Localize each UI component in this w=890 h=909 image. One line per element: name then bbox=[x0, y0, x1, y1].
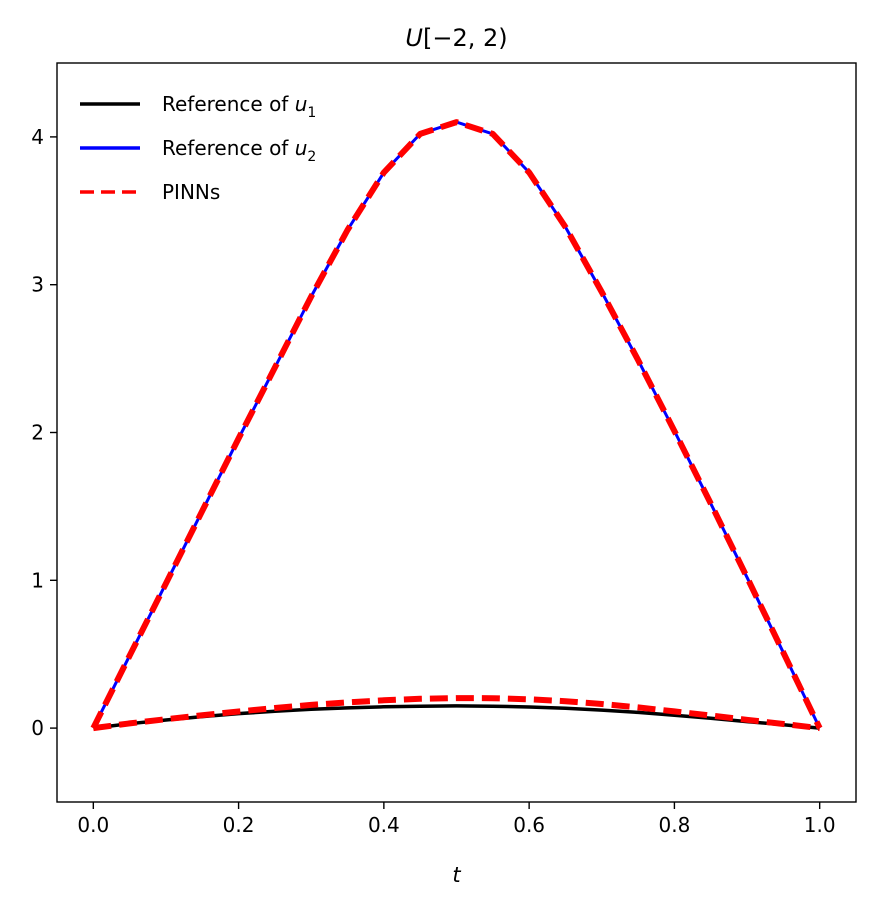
x-axis: 0.0 0.2 0.4 0.6 0.8 1.0 bbox=[77, 802, 836, 837]
y-tick-label: 4 bbox=[31, 125, 44, 149]
x-axis-label: t bbox=[452, 863, 461, 887]
plot-frame bbox=[56, 62, 857, 803]
x-tick-label: 0.0 bbox=[77, 813, 109, 837]
x-tick-label: 0.6 bbox=[513, 813, 545, 837]
chart-title: U[−2, 2) bbox=[405, 24, 507, 52]
legend-label-0: Reference of u1 bbox=[162, 92, 316, 121]
legend: Reference of u1 Reference of u2 PINNs bbox=[80, 92, 316, 204]
chart-title-text: U[−2, 2) bbox=[405, 24, 507, 52]
x-tick-label: 0.4 bbox=[368, 813, 400, 837]
x-tick-label: 1.0 bbox=[804, 813, 836, 837]
legend-label-1: Reference of u2 bbox=[162, 136, 316, 165]
y-tick-label: 2 bbox=[31, 421, 44, 445]
series-line-2 bbox=[92, 695, 821, 732]
y-tick-label: 3 bbox=[31, 273, 44, 297]
series-line-3 bbox=[90, 119, 823, 730]
x-tick-label: 0.2 bbox=[223, 813, 255, 837]
x-tick-label: 0.8 bbox=[659, 813, 691, 837]
y-axis: 0 1 2 3 4 bbox=[31, 125, 57, 740]
legend-label-2: PINNs bbox=[162, 180, 220, 204]
series-layer bbox=[90, 119, 823, 732]
y-tick-label: 1 bbox=[31, 568, 44, 592]
y-tick-label: 0 bbox=[31, 716, 44, 740]
series-line-1 bbox=[91, 120, 822, 729]
